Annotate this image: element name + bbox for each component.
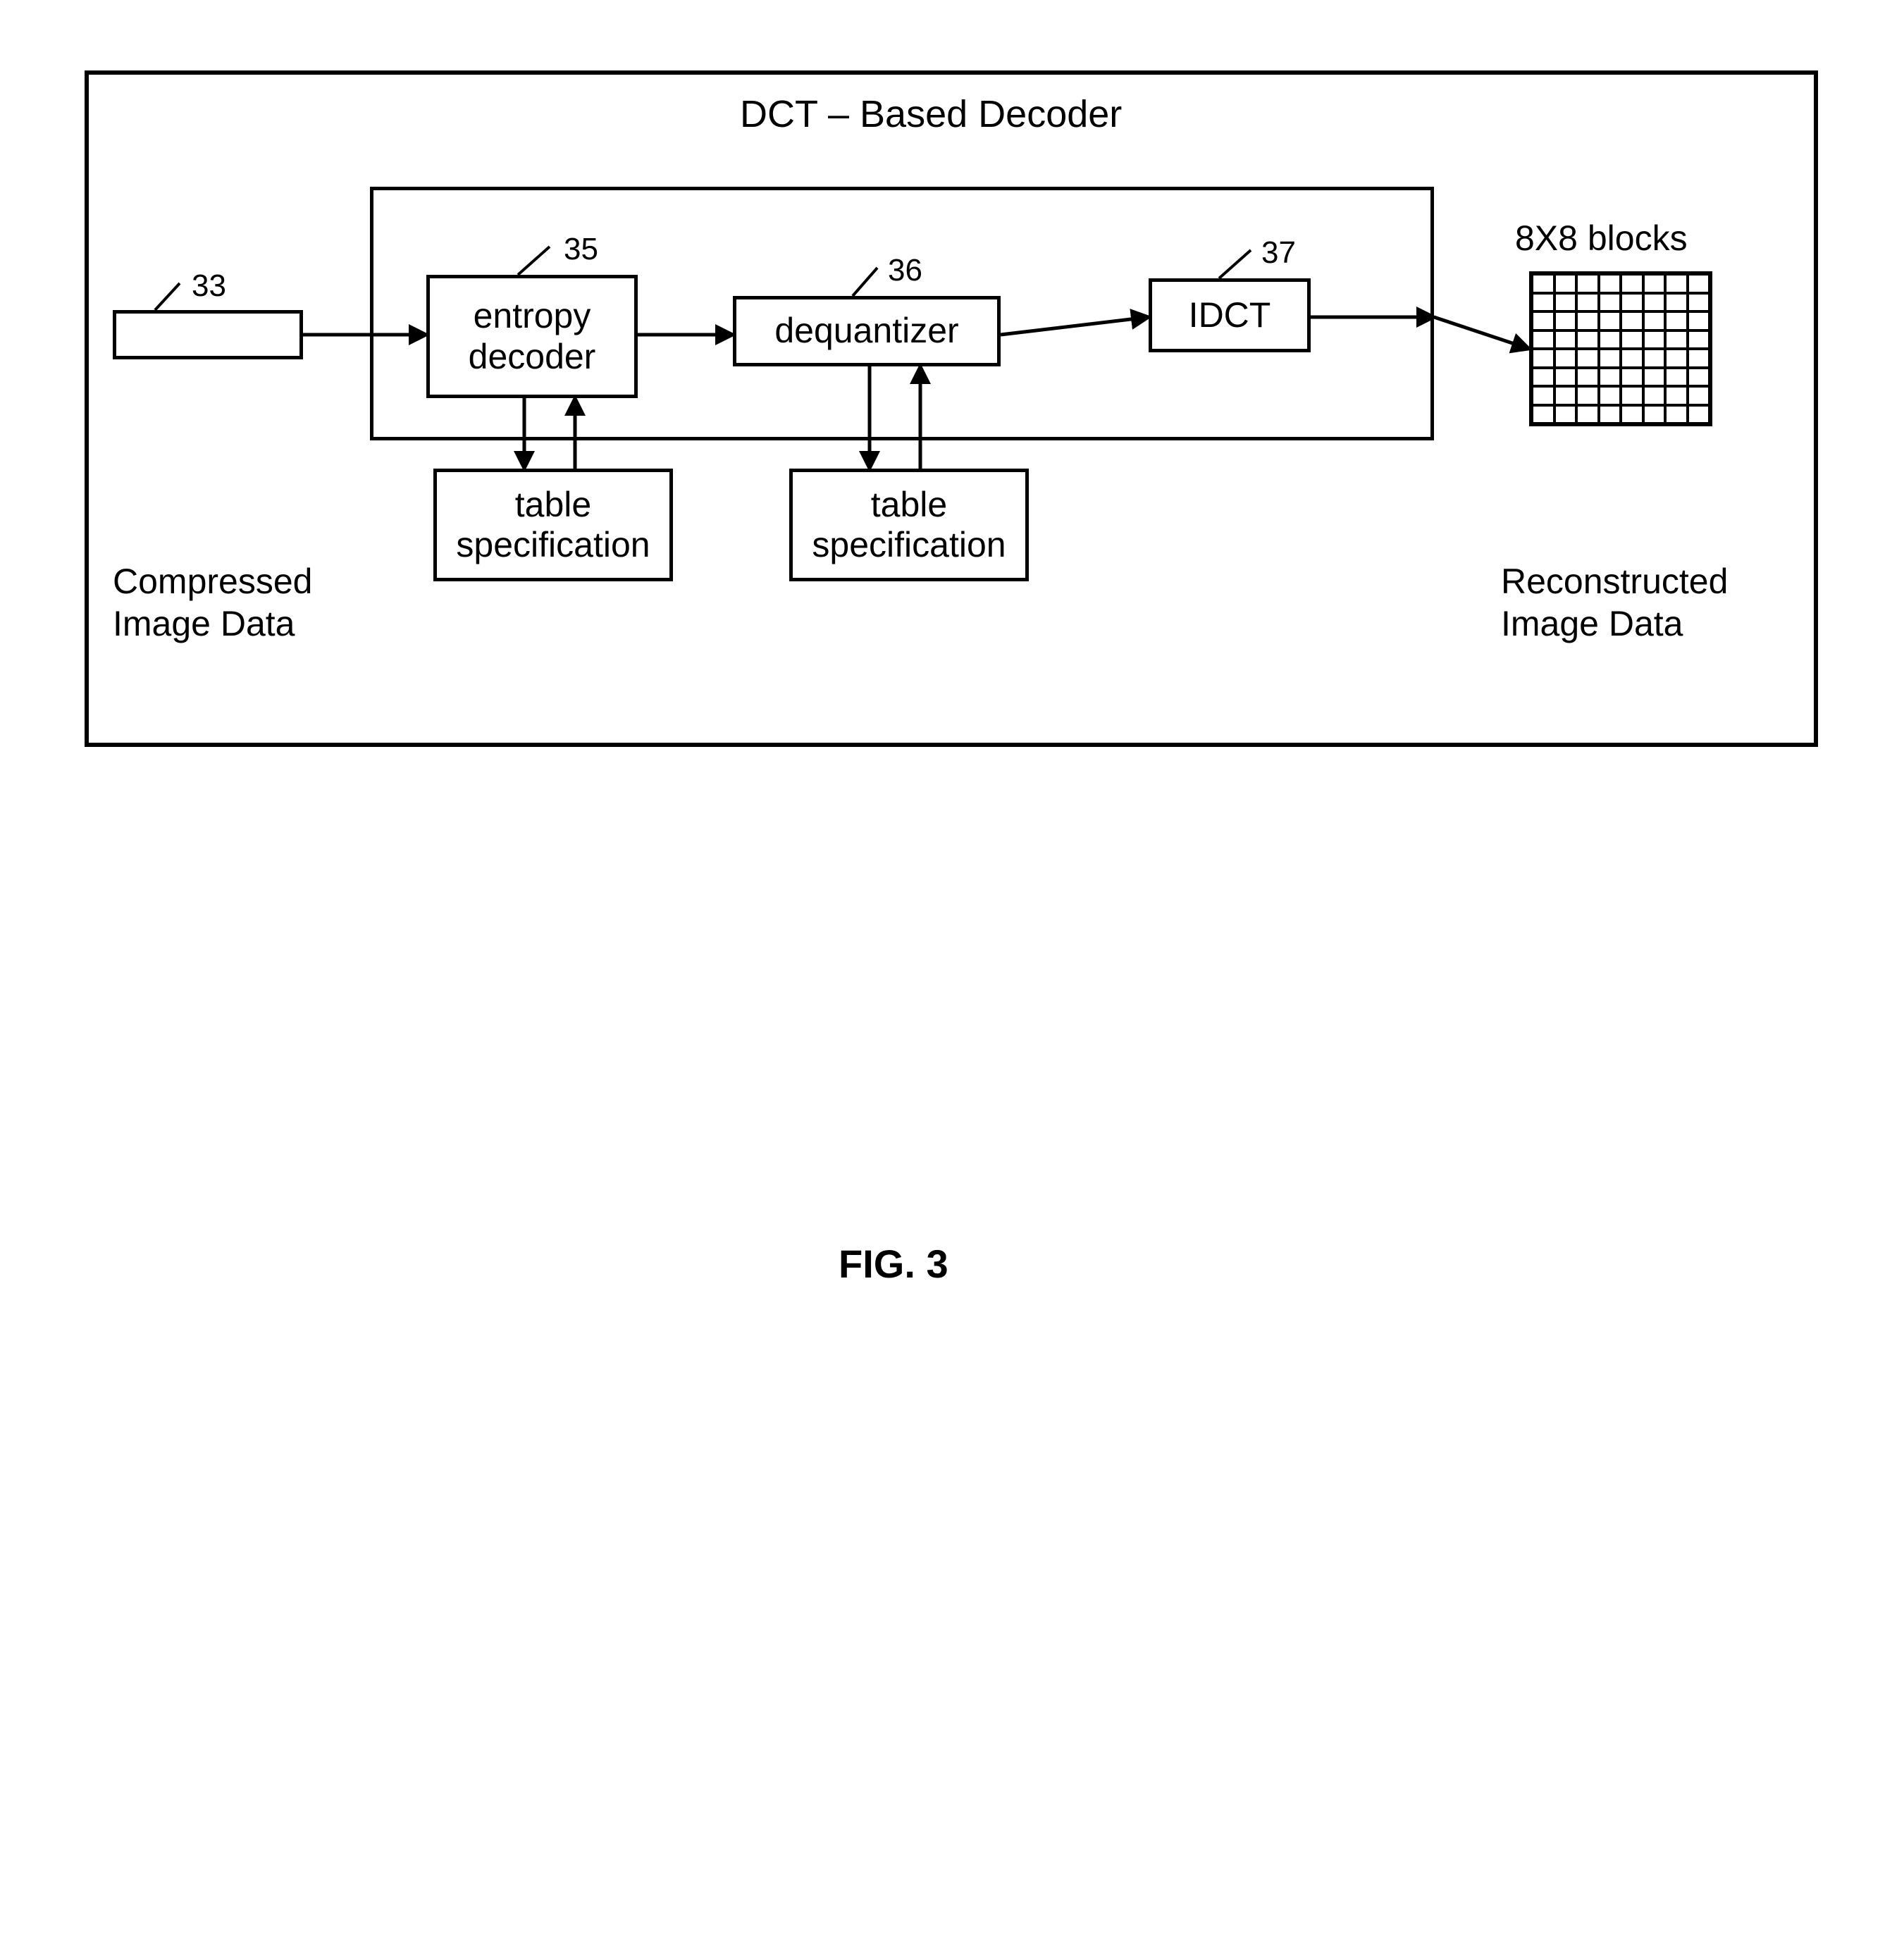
arrows-layer (28, 28, 1876, 1914)
